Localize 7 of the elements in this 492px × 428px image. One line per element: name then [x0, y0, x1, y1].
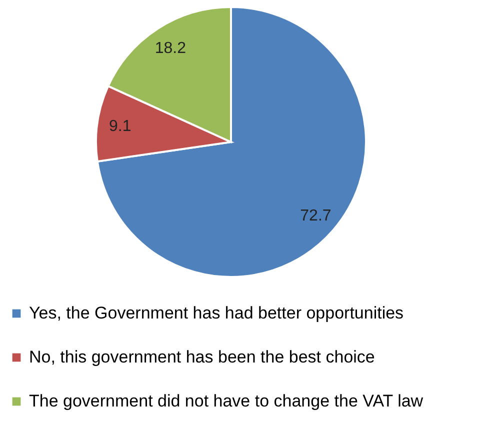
pie-slice: [96, 6, 367, 278]
legend-label: Yes, the Government has had better opportunities: [29, 304, 404, 322]
data-label: 72.7: [300, 207, 332, 224]
data-label: 9.1: [108, 118, 132, 136]
data-label: 18.2: [154, 40, 186, 57]
legend-label: No, this government has been the best choice: [29, 348, 375, 366]
legend-label: The government did not have to change the VAT law: [29, 392, 424, 410]
